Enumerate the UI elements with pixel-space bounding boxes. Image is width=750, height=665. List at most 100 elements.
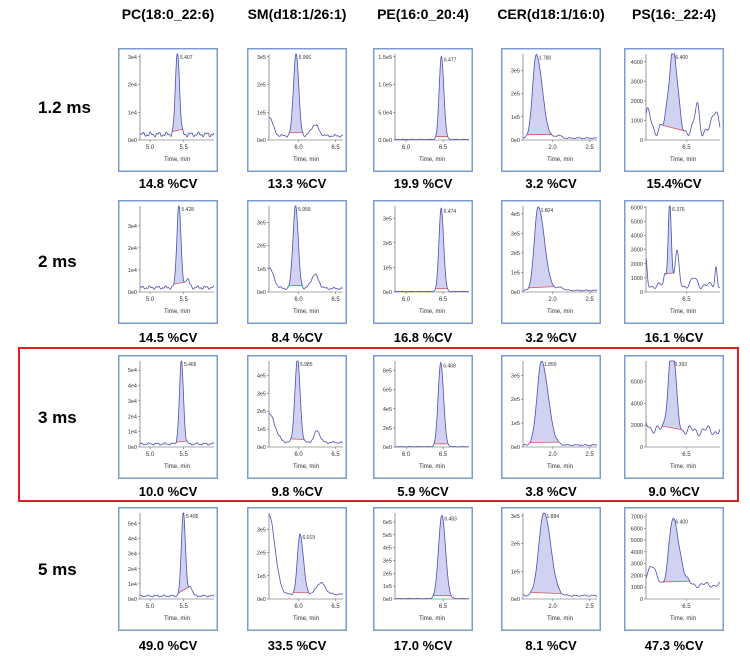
y-tick-label: 2000 [631, 573, 643, 579]
x-axis-label: Time, min [419, 157, 445, 163]
y-tick-label: 0e0 [511, 290, 520, 296]
y-tick-label: 0e0 [128, 445, 137, 451]
y-tick-label: 4e5 [511, 212, 520, 218]
y-tick-label: 2e5 [383, 241, 392, 247]
y-tick-label: 1e5 [257, 574, 266, 580]
row-header: 3 ms [38, 408, 77, 427]
peak-rt-label: 5.985 [300, 362, 313, 368]
panel-frame [624, 200, 724, 324]
y-tick-label: 6000 [631, 380, 643, 386]
x-axis-label: Time, min [419, 464, 445, 470]
y-tick-label: 2e5 [257, 409, 266, 415]
integration-baseline [530, 591, 562, 594]
peak-rt-label: 5.495 [186, 514, 199, 520]
x-axis-label: Time, min [670, 464, 696, 470]
peak-area [290, 361, 305, 440]
y-tick-label: 0 [640, 445, 643, 451]
y-tick-label: 0e0 [511, 445, 520, 451]
y-tick-label: 3e5 [383, 216, 392, 222]
cv-value: 3.2 %CV [525, 330, 577, 345]
chromatogram-panel: 0e0 1e5 2e5 3e5 2.0 2.5 Time, min 1.780 [501, 48, 601, 172]
integration-baseline [662, 580, 690, 583]
panel-frame [373, 507, 473, 631]
x-axis-label: Time, min [547, 616, 573, 622]
x-tick-label: 2.0 [548, 604, 557, 610]
panel-frame [373, 355, 473, 479]
y-tick-label: 0e0 [511, 597, 520, 603]
integration-baseline [176, 440, 187, 443]
peak-area [433, 515, 452, 596]
peak-rt-label: 1.884 [547, 514, 560, 520]
cv-value: 15.4%CV [646, 176, 702, 191]
y-tick-label: 1e5 [511, 115, 520, 121]
y-tick-label: 5e5 [383, 533, 392, 539]
x-tick-label: 5.5 [180, 145, 189, 151]
y-tick-label: 3e5 [511, 514, 520, 520]
cv-value: 14.8 %CV [138, 176, 198, 191]
y-tick-label: 0e0 [383, 597, 392, 603]
peak-area [662, 54, 684, 131]
panel-frame [373, 200, 473, 324]
x-tick-label: 5.5 [180, 452, 189, 458]
peak-rt-label: 6.477 [444, 57, 457, 63]
chromatogram-panel: 0e0 1e5 2e5 3e5 6.0 6.5 Time, min 6.019 [247, 507, 347, 631]
x-tick-label: 6.0 [402, 452, 411, 458]
peak-rt-label: 6.376 [672, 207, 685, 213]
x-tick-label: 6.5 [682, 145, 691, 151]
x-tick-label: 5.5 [180, 604, 189, 610]
x-axis-label: Time, min [670, 616, 696, 622]
peak-rt-label: 5.428 [181, 207, 194, 213]
y-tick-label: 2e4 [128, 414, 137, 420]
chromatogram-trace [645, 205, 721, 290]
y-tick-label: 0e0 [257, 290, 266, 296]
integration-baseline [172, 128, 183, 132]
chromatogram-trace [645, 517, 721, 589]
peak-rt-label: 1.804 [541, 208, 554, 214]
y-tick-label: 2e5 [511, 397, 520, 403]
x-axis-label: Time, min [164, 157, 190, 163]
y-tick-label: 0 [640, 597, 643, 603]
chromatogram-trace [394, 55, 470, 141]
peak-rt-label: 1.780 [539, 55, 552, 61]
x-tick-label: 5.0 [146, 145, 155, 151]
x-axis-label: Time, min [164, 309, 190, 315]
peak-area [434, 362, 449, 444]
x-axis-label: Time, min [419, 616, 445, 622]
x-tick-label: 6.0 [294, 297, 303, 303]
peak-area [288, 206, 303, 286]
chromatogram-trace [139, 205, 214, 290]
column-header: PS(16:_22:4) [631, 6, 717, 22]
x-tick-label: 2.0 [548, 145, 557, 151]
peak-rt-label: 6.400 [675, 520, 688, 526]
highlight-box-3ms [18, 347, 739, 502]
y-tick-label: 3e4 [128, 224, 137, 230]
chromatogram-panel: 0.0e0 5.0e4 1.0e5 1.5e5 6.0 6.5 Time, min 6.477 [373, 48, 473, 172]
y-tick-label: 1e4 [128, 110, 137, 116]
peak-area [176, 361, 187, 443]
cv-value: 49.0 %CV [138, 638, 198, 653]
y-tick-label: 2e4 [128, 83, 137, 89]
peak-rt-label: 6.483 [444, 516, 457, 522]
cv-value: 17.0 %CV [393, 638, 453, 653]
y-tick-label: 3000 [631, 562, 643, 568]
peak-rt-label: 6.474 [444, 209, 457, 215]
x-tick-label: 6.5 [682, 297, 691, 303]
x-tick-label: 6.5 [682, 604, 691, 610]
y-tick-label: 0 [640, 138, 643, 144]
chromatogram-panel: 0 1000 2000 3000 4000 6.5 Time, min 6.400 [624, 48, 724, 172]
x-axis-label: Time, min [293, 157, 319, 163]
chromatogram-trace [139, 512, 215, 598]
x-tick-label: 6.0 [402, 297, 411, 303]
integration-baseline [173, 281, 185, 285]
y-tick-label: 1e4 [128, 268, 137, 274]
y-tick-label: 1e5 [511, 421, 520, 427]
x-tick-label: 6.5 [331, 604, 340, 610]
panel-frame [118, 48, 218, 172]
y-tick-label: 3e4 [128, 552, 137, 558]
y-tick-label: 1e5 [383, 584, 392, 590]
x-axis-label: Time, min [293, 464, 319, 470]
chromatogram-panel: 0e0 1e5 2e5 3e5 4e5 6.0 6.5 Time, min 5.985 [247, 355, 347, 479]
y-tick-label: 3e5 [511, 373, 520, 379]
y-tick-label: 2e5 [383, 426, 392, 432]
